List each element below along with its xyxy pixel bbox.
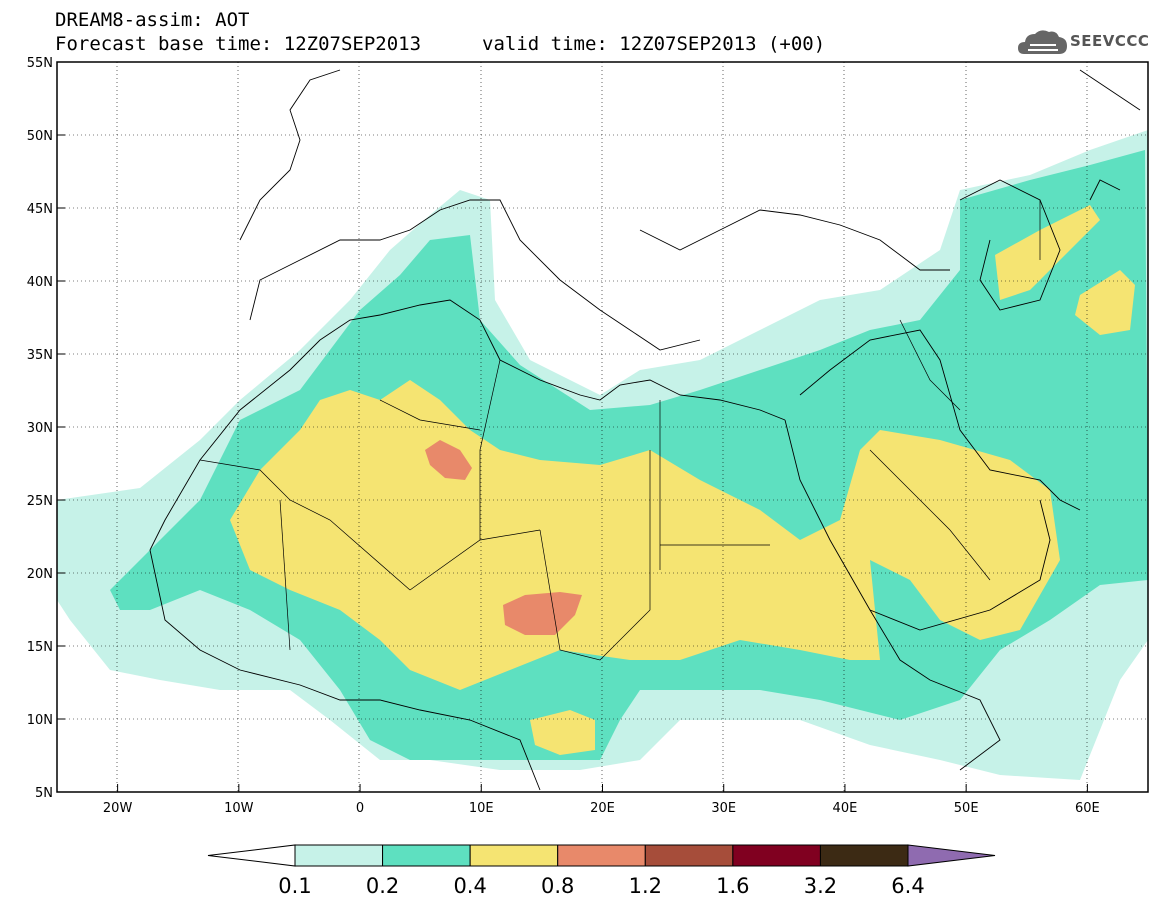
y-tick-label: 20N <box>27 567 53 582</box>
x-tick-label: 20E <box>590 801 615 816</box>
colorbar-label: 0.8 <box>541 874 574 898</box>
borders <box>199 200 1041 661</box>
aot-contour-0.8-algeria <box>425 440 472 480</box>
y-tick-label: 50N <box>27 129 53 144</box>
x-tick-label: 10W <box>224 801 254 816</box>
colorbar-label: 3.2 <box>804 874 837 898</box>
y-tick-label: 35N <box>27 348 53 363</box>
colorbar-segment <box>557 844 646 867</box>
forecast-base-time: Forecast base time: 12Z07SEP2013 <box>55 33 422 55</box>
x-tick-label: 60E <box>1075 801 1100 816</box>
y-tick-label: 10N <box>27 713 53 728</box>
chart-title: DREAM8-assim: AOT <box>55 9 250 31</box>
y-tick-label: 45N <box>27 202 53 217</box>
y-tick-label: 40N <box>27 275 53 290</box>
aot-field <box>57 130 1148 780</box>
colorbar-label: 6.4 <box>891 874 924 898</box>
colorbar-label: 1.2 <box>629 874 662 898</box>
colorbar-label: 0.4 <box>453 874 486 898</box>
coastlines <box>149 69 1141 791</box>
x-tick-label: 40E <box>833 801 858 816</box>
y-tick-label: 30N <box>27 421 53 436</box>
colorbar-segment <box>732 844 821 867</box>
colorbar-high-arrow <box>907 844 996 867</box>
x-tick-label: 50E <box>954 801 979 816</box>
graticule <box>57 62 1148 792</box>
x-tick-label: 10E <box>469 801 494 816</box>
x-tick-label: 20W <box>103 801 133 816</box>
colorbar-label: 0.1 <box>278 874 311 898</box>
colorbar-segment <box>469 844 559 867</box>
cloud-icon <box>1018 30 1067 54</box>
y-tick-label: 15N <box>27 640 53 655</box>
colorbar-label: 1.6 <box>716 874 749 898</box>
aot-contour-0.8-niger <box>503 592 582 635</box>
colorbar-segment <box>382 844 471 867</box>
aot-contour-0.4-cameroon <box>530 710 595 755</box>
y-tick-label: 25N <box>27 494 53 509</box>
colorbar-segment <box>819 844 909 867</box>
logo-text: SEEVCCC <box>1070 32 1150 50</box>
y-tick-label: 5N <box>35 786 53 801</box>
colorbar-low-arrow <box>207 844 296 867</box>
aot-contour-0.4-caspian <box>995 205 1100 300</box>
x-axis-ticks: 20W 10W 0 10E 20E 30E 40E 50E 60E <box>103 784 1100 816</box>
y-tick-label: 55N <box>27 56 53 71</box>
colorbar-segment <box>294 844 384 867</box>
colorbar-segment <box>644 844 734 867</box>
colorbar: 0.1 0.2 0.4 0.8 1.2 1.6 3.2 6.4 <box>207 844 996 898</box>
x-tick-label: 0 <box>356 801 364 816</box>
colorbar-label: 0.2 <box>366 874 399 898</box>
aot-contour-0.4-iran <box>1075 270 1135 335</box>
y-axis-ticks: 55N 50N 45N 40N 35N 30N 25N 20N 15N 10N 5N <box>27 56 65 801</box>
x-tick-label: 30E <box>711 801 736 816</box>
valid-time: valid time: 12Z07SEP2013 (+00) <box>482 33 826 55</box>
